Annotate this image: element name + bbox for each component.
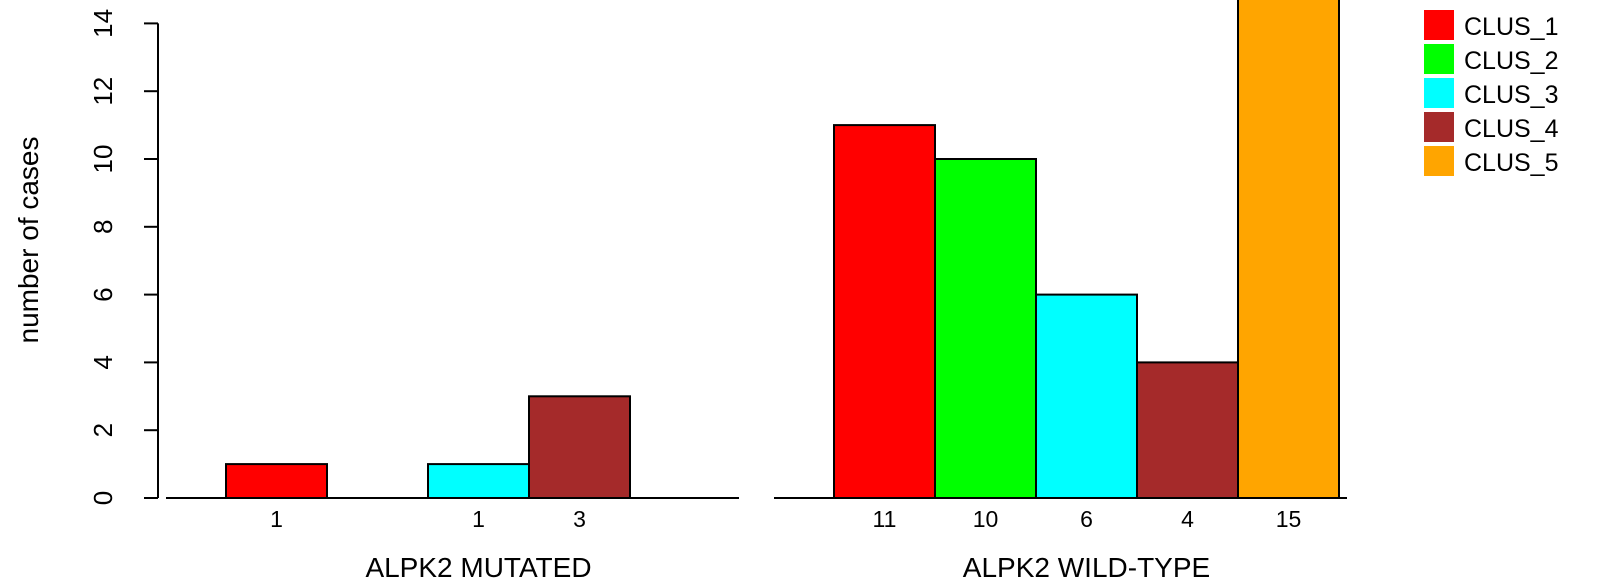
bar [528,395,631,499]
bar-label: 10 [973,506,999,532]
group-labels: ALPK2 MUTATED ALPK2 WILD-TYPE [365,552,1210,581]
legend-swatch [1424,10,1454,40]
legend-label: CLUS_1 [1464,13,1559,41]
y-tick-label: 8 [88,220,118,234]
legend-label: CLUS_3 [1464,81,1559,109]
bar [934,158,1037,499]
bar-label: 4 [1181,506,1194,532]
y-tick-label: 6 [88,287,118,301]
bar [225,463,328,500]
y-tick-label: 4 [88,355,118,369]
y-tick-label: 2 [88,423,118,437]
legend-swatch [1424,44,1454,74]
y-tick-label: 10 [88,145,118,174]
bar [1237,0,1340,499]
group-label: ALPK2 MUTATED [365,552,591,581]
legend-swatch [1424,112,1454,142]
bar-label: 3 [573,506,586,532]
bar [1035,293,1138,499]
y-tick-label: 0 [88,491,118,505]
bar-label: 11 [873,506,897,532]
legend-label: CLUS_4 [1464,115,1559,143]
bar-label: 1 [472,506,485,532]
y-tick-label: 14 [88,9,118,38]
legend-label: CLUS_5 [1464,149,1559,177]
bar [427,463,530,500]
legend: CLUS_1 CLUS_2 CLUS_3 CLUS_4 CLUS_5 [1424,10,1559,177]
legend-swatch [1424,78,1454,108]
bars [225,0,1340,500]
y-axis: 0 2 4 6 8 10 12 14 [88,9,159,505]
bar [1136,361,1239,499]
bar-label: 15 [1276,506,1302,532]
group-label: ALPK2 WILD-TYPE [963,552,1210,581]
y-axis-label: number of cases [13,137,44,344]
bar-labels: 1 1 3 11 10 6 4 15 [270,506,1301,532]
legend-swatch [1424,146,1454,176]
bar-label: 1 [270,506,283,532]
bar-label: 6 [1080,506,1093,532]
bar [833,124,936,499]
y-tick-label: 12 [88,77,118,106]
legend-label: CLUS_2 [1464,47,1559,75]
